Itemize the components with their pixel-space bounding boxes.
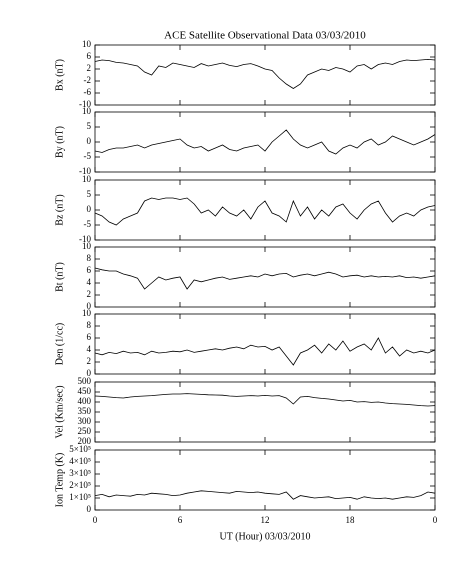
y-axis-label: Bz (nT) [54,194,65,225]
y-tick-label: 300 [78,416,92,426]
y-axis-label: Den (1/cc) [54,323,65,365]
y-tick-label: -5 [84,219,92,229]
data-line [94,490,436,500]
y-tick-label: 0 [87,504,92,514]
y-axis-label: Bx (nT) [54,59,65,91]
data-line [94,267,436,290]
y-tick-label: 500 [78,376,92,386]
y-tick-label: 450 [78,386,92,396]
y-tick-label: 10 [82,241,92,251]
data-line [94,337,436,366]
y-tick-label: -5 [84,151,92,161]
y-tick-label: 5×10⁵ [69,444,91,454]
y-axis-label: Ion Temp (K) [54,453,65,508]
y-tick-label: 1×10⁵ [69,492,91,502]
y-tick-label: 6 [87,265,92,275]
y-tick-label: 3×10⁵ [69,468,91,478]
x-tick-label: 6 [178,515,183,525]
y-tick-label: 5 [87,121,92,131]
y-tick-label: 0 [87,301,92,311]
y-tick-label: 10 [82,106,92,116]
y-tick-label: 0 [87,204,92,214]
y-tick-label: 2 [87,356,92,366]
data-line [94,58,436,89]
data-line [94,129,436,155]
data-line [94,393,436,407]
data-line [94,197,436,226]
x-tick-label: 12 [261,515,270,525]
y-tick-label: 200 [78,436,92,446]
y-tick-label: -2 [84,75,92,85]
y-tick-label: 0 [87,368,92,378]
y-tick-label: 10 [82,308,92,318]
y-tick-label: 5 [87,189,92,199]
x-tick-label: 0 [93,515,98,525]
y-tick-label: 2 [87,289,92,299]
y-tick-label: 6 [87,332,92,342]
y-tick-label: -10 [79,166,91,176]
x-tick-label: 0 [433,515,438,525]
y-tick-label: 8 [87,320,92,330]
y-tick-label: 0 [87,136,92,146]
y-tick-label: 8 [87,253,92,263]
y-tick-label: 4 [87,344,92,354]
y-tick-label: 350 [78,406,92,416]
y-tick-label: 10 [82,174,92,184]
chart-title: ACE Satellite Observational Data 03/03/2… [164,30,366,42]
y-axis-label: Bt (nT) [54,262,65,292]
y-axis-label: Vel (Km/sec) [54,385,65,438]
y-tick-label: 250 [78,426,92,436]
x-axis-label: UT (Hour) 03/03/2010 [220,531,311,542]
y-tick-label: -6 [84,87,92,97]
y-tick-label: 10 [82,39,92,49]
y-tick-label: 4 [87,277,92,287]
y-tick-label: -10 [79,99,91,109]
y-tick-label: 6 [87,51,92,61]
y-tick-label: 4×10⁵ [69,456,91,466]
y-tick-label: 400 [78,396,92,406]
y-tick-label: -10 [79,234,91,244]
x-tick-label: 18 [346,515,356,525]
y-tick-label: 2×10⁵ [69,480,91,490]
y-axis-label: By (nT) [54,126,65,158]
y-tick-label: 2 [87,63,92,73]
